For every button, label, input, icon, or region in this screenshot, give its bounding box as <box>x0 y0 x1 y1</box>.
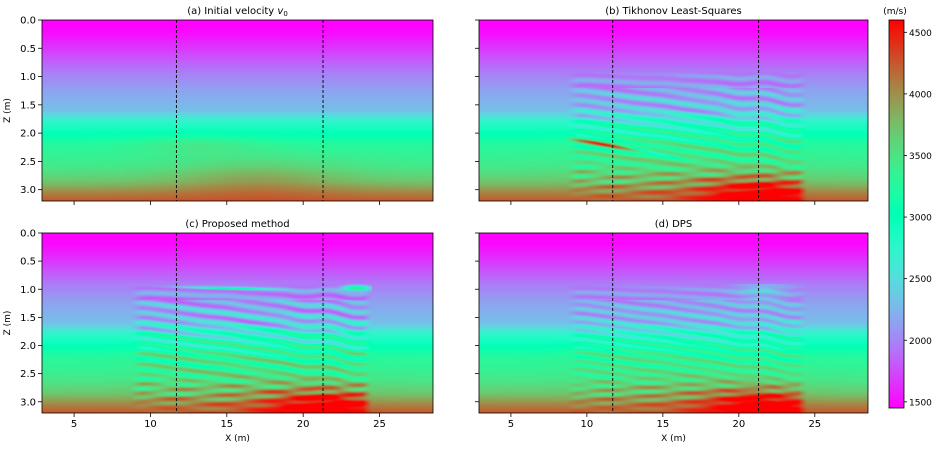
y-tick-label-a-2: 1.0 <box>20 72 36 83</box>
y-tick-label-c-3: 1.5 <box>20 313 36 324</box>
y-tick-label-a-1: 0.5 <box>20 44 36 55</box>
axes-d: 5 10 15 20 25 X (m) <box>475 232 869 444</box>
y-tick-label-a-0: 0.0 <box>20 16 36 27</box>
axes-frame-c <box>41 232 434 414</box>
y-tick-label-c-6: 3.0 <box>20 397 36 408</box>
colorbar: (m/s) 1500 2000 2500 3000 3500 4000 4500 <box>883 7 932 409</box>
x-tick-label-c-3: 20 <box>297 419 310 430</box>
colorbar-tick-label-5: 4000 <box>909 90 932 100</box>
panel-title-a-text: (a) Initial velocity <box>187 6 277 17</box>
panel-proposed: (c) Proposed method <box>42 219 433 413</box>
panel-title-b: (b) Tikhonov Least-Squares <box>605 6 742 17</box>
axes-frame-d <box>478 232 869 414</box>
x-tick-label-c-0: 5 <box>71 419 77 430</box>
panel-title-a: (a) Initial velocity v0 <box>187 6 288 18</box>
y-axis-label-a: Z (m) <box>3 98 13 123</box>
x-axis-label-c: X (m) <box>225 434 250 444</box>
heatmap-initial-velocity <box>42 20 433 201</box>
colorbar-unit-label: (m/s) <box>883 7 907 17</box>
x-tick-label-d-0: 5 <box>508 419 514 430</box>
heatmap-proposed <box>42 233 433 413</box>
panel-title-a-symbol: v <box>277 6 284 17</box>
y-tick-label-a-6: 3.0 <box>20 185 36 196</box>
y-tick-label-a-5: 2.5 <box>20 157 36 168</box>
colorbar-tick-label-0: 1500 <box>909 398 932 408</box>
x-tick-label-d-2: 15 <box>656 419 669 430</box>
x-tick-label-d-1: 10 <box>581 419 594 430</box>
x-tick-label-c-1: 10 <box>144 419 157 430</box>
axes-a: 0.0 0.5 1.0 1.5 2.0 2.5 3.0 Z (m) <box>3 16 434 205</box>
panel-initial-velocity: (a) Initial velocity v0 <box>42 6 433 201</box>
colorbar-tick-label-2: 2500 <box>909 275 932 285</box>
x-tick-label-c-2: 15 <box>220 419 233 430</box>
axes-overlays: 0.00.51.01.52.02.53.0Z (m)5 10 15 20 250.00.… <box>3 16 869 444</box>
y-tick-label-c-0: 0.0 <box>20 229 36 240</box>
x-axis-label-d: X (m) <box>661 434 686 444</box>
axes-b <box>475 19 869 205</box>
axes-frame-a <box>41 19 434 202</box>
panel-dps: (d) DPS <box>479 219 868 413</box>
panel-title-d: (d) DPS <box>655 219 692 230</box>
panel-title-a-subscript: 0 <box>283 10 287 18</box>
colorbar-tick-label-3: 3000 <box>909 214 932 224</box>
axes-c: 5 10 15 20 25 0.0 0.5 1.0 1.5 2.0 2.5 3.0 X (m) Z (m) <box>3 229 434 444</box>
y-tick-label-c-2: 1.0 <box>20 285 36 296</box>
colorbar-tick-label-4: 3500 <box>909 152 932 162</box>
y-tick-label-c-4: 2.0 <box>20 341 36 352</box>
y-tick-label-c-5: 2.5 <box>20 369 36 380</box>
colorbar-gradient <box>888 19 905 409</box>
colorbar-tick-label-6: 4500 <box>909 29 932 39</box>
axes-frame-b <box>478 19 869 202</box>
y-tick-label-a-3: 1.5 <box>20 100 36 111</box>
y-axis-label-c: Z (m) <box>3 311 13 336</box>
heatmap-dps <box>479 233 868 413</box>
y-tick-label-c-1: 0.5 <box>20 257 36 268</box>
y-tick-label-a-4: 2.0 <box>20 129 36 140</box>
colorbar-tick-label-1: 2000 <box>909 337 932 347</box>
x-tick-label-d-3: 20 <box>732 419 745 430</box>
heatmap-tikhonov <box>479 20 868 201</box>
x-tick-label-d-4: 25 <box>808 419 821 430</box>
x-tick-label-c-4: 25 <box>373 419 386 430</box>
panel-title-c: (c) Proposed method <box>185 219 289 230</box>
colorbar-ticks: 1500 2000 2500 3000 3500 4000 4500 <box>904 29 932 408</box>
panel-tikhonov: (b) Tikhonov Least-Squares <box>479 6 868 201</box>
